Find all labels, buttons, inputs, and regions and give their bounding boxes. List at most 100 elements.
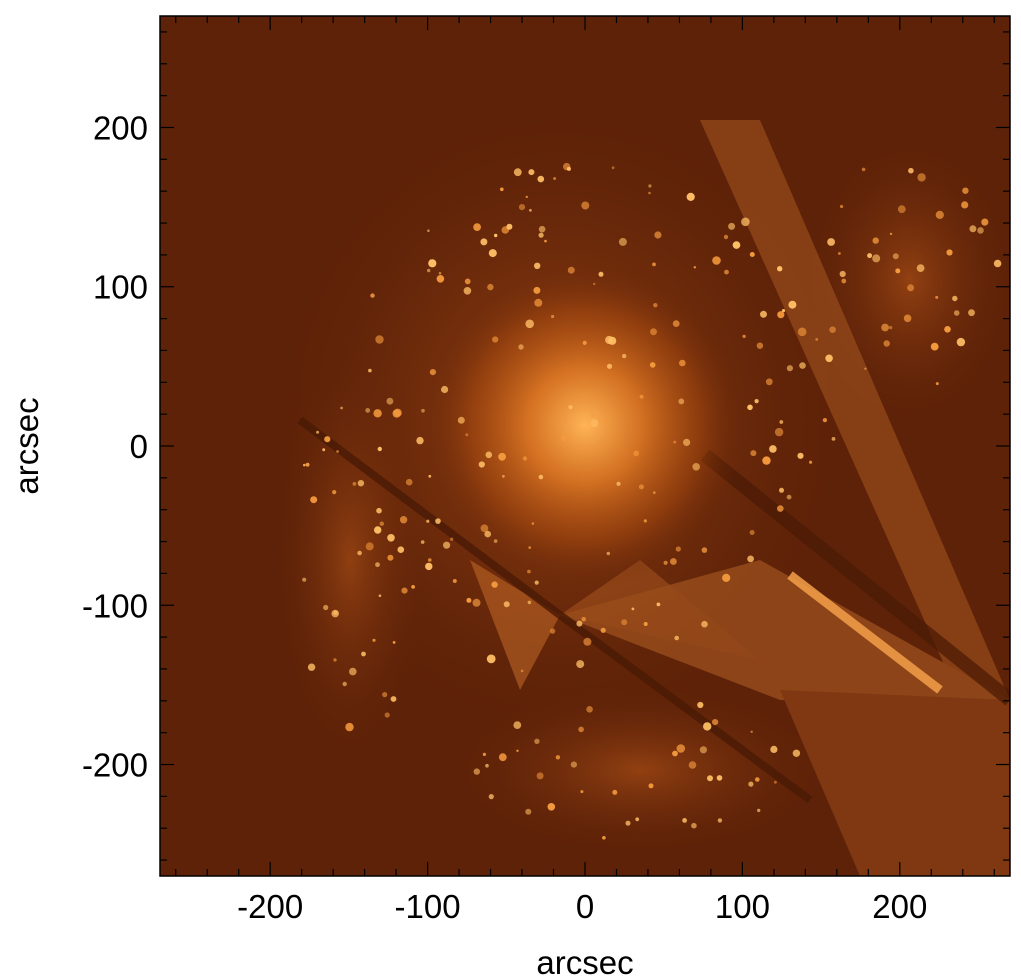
star-knot <box>307 663 316 671</box>
star-knot <box>513 721 522 729</box>
star-knot <box>561 436 567 441</box>
y-tick-label: -100 <box>82 587 148 624</box>
dark-lane-1 <box>297 416 563 619</box>
star-knot <box>370 293 375 298</box>
y-tick-label: -200 <box>82 747 148 784</box>
star-knot <box>892 253 899 260</box>
star-knot <box>345 722 354 732</box>
star-knot <box>427 229 430 232</box>
star-knot <box>553 177 556 180</box>
star-knot <box>777 266 783 272</box>
star-knot <box>333 658 337 662</box>
star-knot <box>580 790 584 794</box>
star-knot <box>732 242 737 247</box>
star-knot <box>723 234 729 240</box>
star-knot <box>777 311 785 319</box>
star-knot <box>555 755 561 760</box>
star-knot <box>770 745 778 754</box>
star-knot <box>336 450 339 453</box>
star-knot <box>724 269 729 275</box>
star-knot <box>765 378 773 386</box>
star-knot <box>750 730 753 733</box>
star-knot <box>518 344 524 350</box>
star-knot <box>838 252 841 255</box>
star-knot <box>578 726 584 733</box>
star-knot <box>675 546 681 552</box>
star-knot <box>375 335 384 344</box>
star-knot <box>538 225 546 233</box>
star-knot <box>593 282 596 286</box>
star-knot <box>774 427 784 437</box>
star-knot <box>643 519 647 523</box>
star-knot <box>332 490 337 495</box>
star-knot <box>525 195 528 199</box>
star-knot <box>522 456 528 461</box>
star-knot <box>977 227 984 234</box>
star-knot <box>401 587 408 594</box>
star-knot <box>747 404 753 411</box>
star-knot <box>672 750 678 757</box>
star-knot <box>528 169 535 176</box>
x-tick-label: 100 <box>715 888 770 925</box>
star-knot <box>425 562 433 571</box>
star-knot <box>825 354 833 363</box>
star-knot <box>450 537 454 541</box>
y-tick-label: 200 <box>93 109 148 146</box>
star-knot <box>703 722 712 731</box>
star-knot <box>305 462 310 467</box>
star-knot <box>531 522 535 525</box>
galaxy-image <box>160 16 1010 876</box>
star-knot <box>962 187 969 194</box>
star-knot <box>438 271 442 275</box>
star-knot <box>691 822 697 829</box>
star-knot <box>750 450 757 457</box>
star-knot <box>944 326 951 333</box>
star-knot <box>883 340 890 347</box>
star-knot <box>544 239 547 243</box>
star-knot <box>428 558 432 562</box>
x-tick-label: -100 <box>395 888 461 925</box>
star-knot <box>799 362 806 369</box>
star-knot <box>722 573 731 583</box>
y-axis: 200 100 0 -100 -200 <box>82 31 1010 861</box>
star-knot <box>435 518 441 524</box>
star-knot <box>935 382 939 386</box>
star-knot <box>648 783 654 789</box>
star-knot <box>478 461 485 468</box>
x-tick-label: 200 <box>872 888 927 925</box>
star-knot <box>568 405 573 410</box>
star-knot <box>387 534 395 542</box>
streak-bright <box>787 571 943 694</box>
star-knot <box>534 298 543 307</box>
star-knot <box>639 394 644 399</box>
star-knot <box>618 237 627 246</box>
star-knot <box>411 585 415 589</box>
star-knot <box>384 712 390 718</box>
star-knot <box>416 436 424 445</box>
star-knot <box>652 491 656 494</box>
star-knot <box>349 667 357 676</box>
star-knot <box>712 719 719 726</box>
star-knot <box>679 359 686 367</box>
star-knot <box>368 368 372 373</box>
star-knot <box>797 327 807 337</box>
star-knot <box>683 438 691 446</box>
star-knot <box>576 660 585 669</box>
star-knot <box>792 749 801 757</box>
star-knot <box>656 602 661 607</box>
star-knot <box>428 474 432 478</box>
star-knot <box>728 222 736 230</box>
star-knot <box>822 418 828 423</box>
star-knot <box>930 342 939 351</box>
star-knot <box>797 452 804 459</box>
star-knot <box>513 168 522 177</box>
star-knot <box>377 446 382 452</box>
star-knot <box>946 249 953 256</box>
star-knot <box>492 336 499 343</box>
star-knot <box>392 641 396 644</box>
star-knot <box>382 692 388 698</box>
star-knot <box>872 237 879 244</box>
star-knot <box>815 338 819 341</box>
southern-arm <box>440 680 840 860</box>
star-knot <box>372 638 376 642</box>
